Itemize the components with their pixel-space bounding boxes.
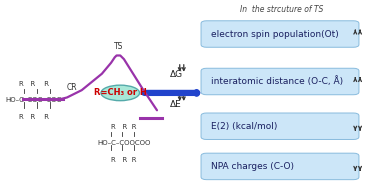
Text: HO–C–COOCOO: HO–C–COOCOO — [97, 140, 150, 146]
Text: R   R    R: R R R — [19, 81, 49, 87]
Text: TS: TS — [114, 42, 123, 51]
Text: interatomic distance (O-C, Å): interatomic distance (O-C, Å) — [211, 77, 343, 86]
Text: R   R  R: R R R — [111, 124, 137, 130]
Ellipse shape — [101, 85, 139, 101]
Text: E(2) (kcal/mol): E(2) (kcal/mol) — [211, 122, 277, 131]
Text: electron spin population(Ot): electron spin population(Ot) — [211, 29, 339, 38]
Text: ΔE: ΔE — [170, 100, 181, 109]
FancyBboxPatch shape — [201, 21, 359, 47]
Text: R   R  R: R R R — [111, 157, 137, 163]
FancyBboxPatch shape — [201, 68, 359, 95]
Text: ΔG: ΔG — [170, 70, 183, 79]
Text: R   R    R: R R R — [19, 114, 49, 120]
Text: NPA charges (C-O): NPA charges (C-O) — [211, 162, 294, 171]
FancyBboxPatch shape — [201, 113, 359, 139]
Text: HO–C–COO–COO: HO–C–COO–COO — [6, 97, 62, 103]
Text: CR: CR — [67, 83, 77, 92]
FancyBboxPatch shape — [201, 153, 359, 180]
Text: R=CH₃ or H: R=CH₃ or H — [94, 89, 147, 97]
Text: In  the strcuture of TS: In the strcuture of TS — [240, 5, 324, 14]
